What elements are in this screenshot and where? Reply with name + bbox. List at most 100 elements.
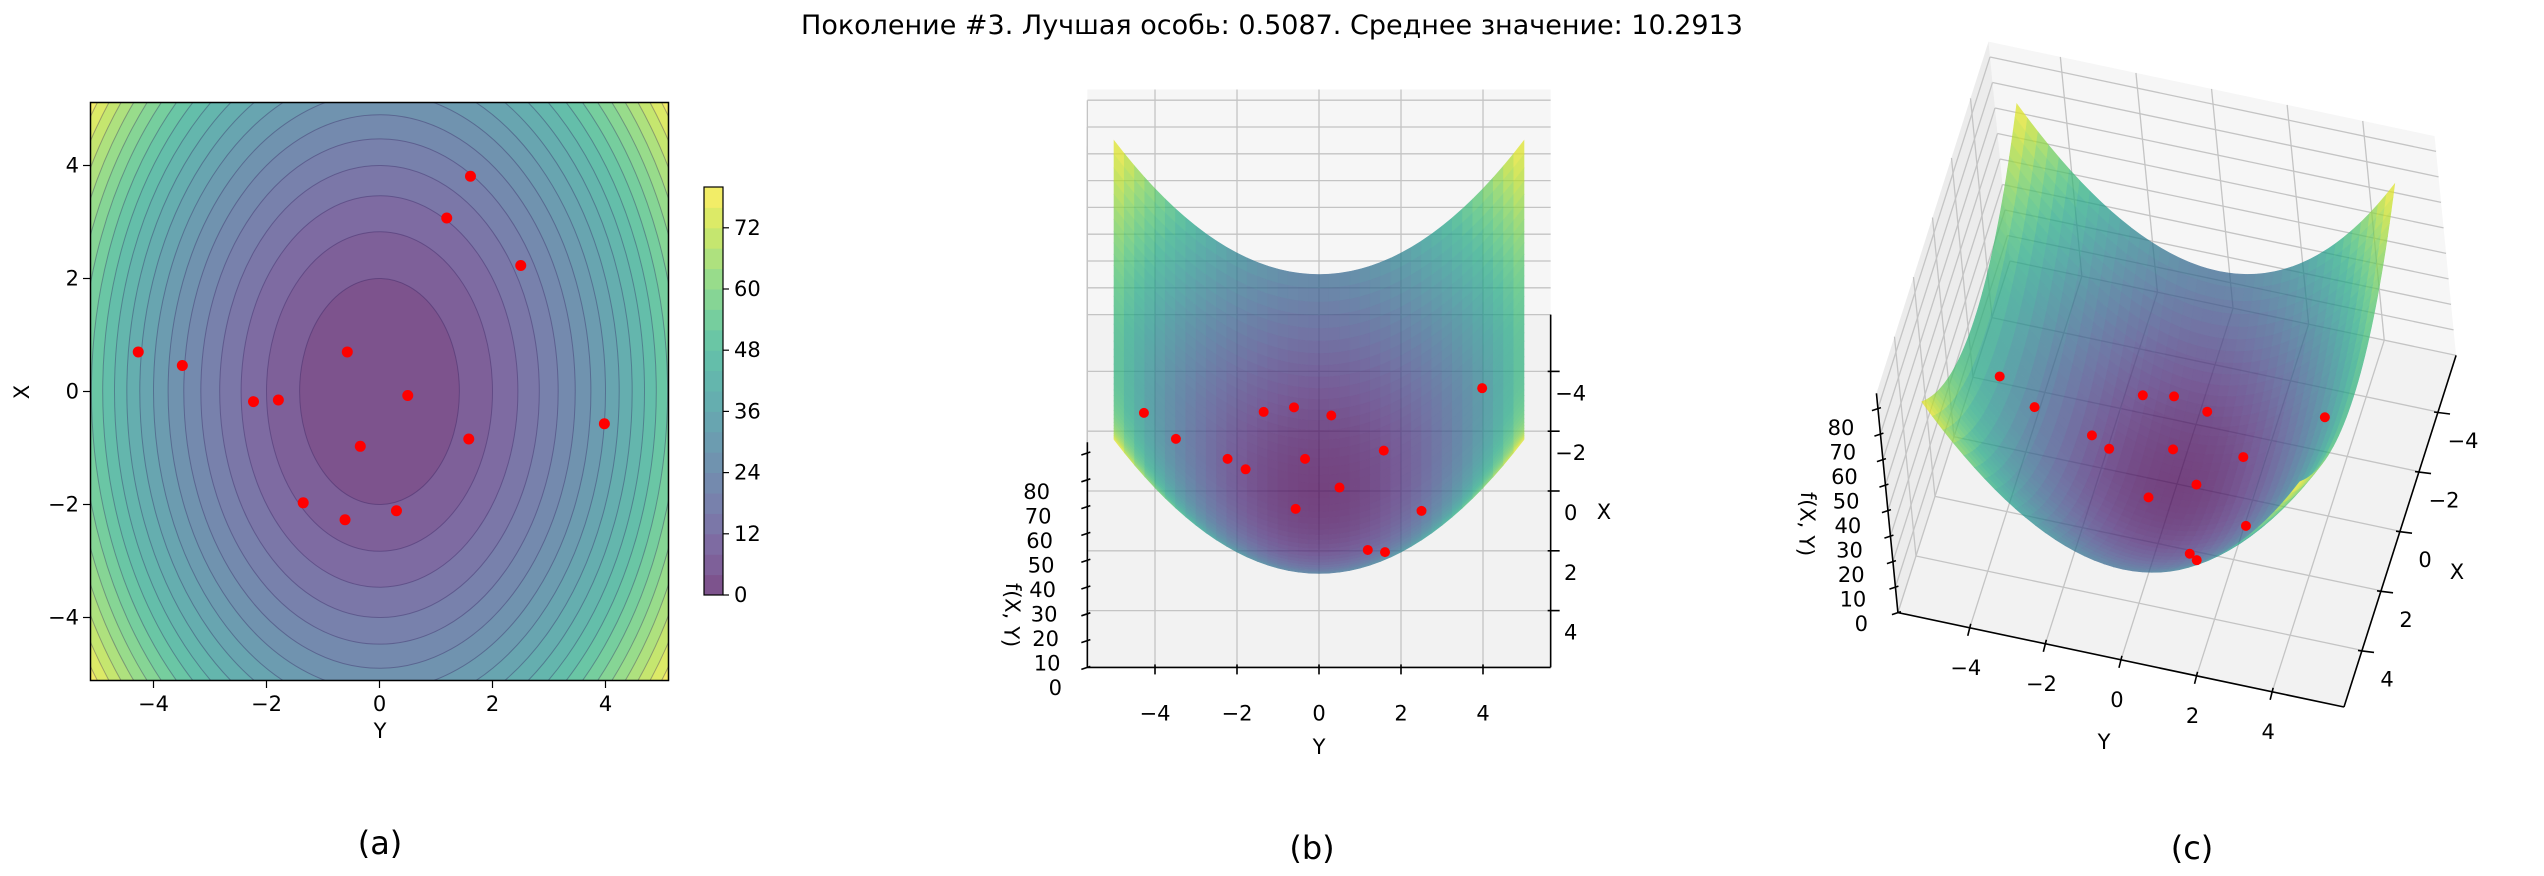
y-tick-label: 2 [66, 267, 79, 291]
surface-face [1339, 325, 1351, 341]
surface-face [1287, 385, 1299, 399]
surface-face [1328, 363, 1340, 378]
z-axis-title: f(X, Y) [1794, 491, 1820, 556]
surface-face [1328, 375, 1340, 389]
grid-line [2210, 88, 2234, 309]
surface-face [1328, 397, 1340, 411]
z-tick [1889, 585, 1899, 590]
surface-face [1298, 489, 1310, 499]
grid-line [1992, 81, 2439, 178]
x-tick-label: −2 [1555, 441, 1586, 465]
surface-face [1308, 376, 1320, 389]
surface-face [1308, 539, 1320, 546]
surface-face [1349, 309, 1361, 326]
colorbar-tick-label: 48 [734, 338, 761, 362]
surface-face [1339, 417, 1351, 430]
surface-face [1318, 327, 1330, 342]
surface-face [1328, 496, 1340, 506]
population-point [515, 260, 527, 272]
surface-face [1318, 429, 1330, 441]
x-tick-label: 4 [2380, 667, 2393, 691]
population-point [2191, 479, 2202, 490]
surface-face [1318, 482, 1330, 492]
y-tick [2269, 687, 2274, 701]
x-axis-label: Y [373, 719, 387, 743]
z-tick-label: 30 [1836, 539, 1863, 563]
surface-face [1308, 419, 1320, 431]
surface-face [1298, 339, 1310, 354]
colorbar-frame [703, 186, 724, 596]
population-point [1362, 544, 1373, 555]
colorbar-band [704, 472, 723, 494]
population-point [2319, 412, 2330, 423]
x-axis-title: X [1597, 500, 1611, 524]
z-axis-line [1875, 393, 1899, 613]
x-tick-label: 0 [373, 692, 386, 716]
colorbar-band [704, 431, 723, 453]
z-tick-label: 0 [1855, 612, 1868, 636]
population-point [1326, 410, 1337, 421]
x-tick-label: 4 [1564, 621, 1577, 645]
surface-face [1287, 337, 1299, 353]
surface-face [1318, 301, 1330, 316]
surface-face [1328, 418, 1340, 431]
population-point [2202, 406, 2213, 417]
surface-face [1298, 481, 1310, 491]
y-tick-label: −4 [1140, 701, 1171, 725]
surface-face [1318, 387, 1330, 400]
surface-face [1318, 523, 1330, 531]
surface-face [1308, 327, 1320, 342]
population-point [463, 433, 475, 445]
surface-face [1308, 504, 1320, 513]
surface-face [1318, 466, 1330, 476]
population-point [1222, 453, 1233, 464]
surface-face [1308, 448, 1320, 459]
z-tick [1871, 406, 1882, 412]
surface-face [1318, 497, 1330, 506]
surface-face [1318, 529, 1330, 536]
surface-face [1308, 301, 1320, 316]
grid-line [1884, 133, 1999, 486]
surface-face [1339, 396, 1351, 410]
y-tick-label: 0 [2110, 688, 2123, 712]
z-tick [1081, 504, 1091, 510]
y-tick-label: 2 [1394, 701, 1407, 725]
surface-face [1318, 287, 1330, 303]
z-axis-title: f(X, Y) [999, 582, 1025, 647]
surface-face [1308, 529, 1320, 536]
population-point [1477, 383, 1488, 394]
contour-line [90, 102, 669, 681]
surface-face [1328, 465, 1340, 476]
surface-face [1513, 437, 1525, 454]
contour-line [126, 102, 633, 681]
surface-face [1298, 375, 1310, 389]
z-tick-label: 20 [1838, 563, 1865, 587]
colorbar-band [704, 268, 723, 290]
x-tick-label: 2 [486, 692, 499, 716]
z-tick [1081, 638, 1091, 644]
colorbar-band [704, 493, 723, 514]
population-point [441, 212, 453, 224]
z-tick [1081, 612, 1091, 617]
surface-face [1298, 496, 1310, 506]
population-point [297, 497, 309, 509]
colorbar-tick-label: 36 [734, 399, 761, 423]
population-point [1378, 445, 1389, 456]
y-tick [1966, 623, 1972, 637]
y-tick-label: 4 [2261, 720, 2274, 744]
colorbar-band [704, 248, 723, 270]
surface-face [1318, 314, 1330, 329]
surface-face [1318, 511, 1330, 519]
grid-line [1879, 82, 1994, 435]
surface-face [1298, 465, 1310, 476]
surface-face [1308, 552, 1320, 557]
population-point [2029, 402, 2040, 413]
population-point [2169, 391, 2180, 402]
surface-face [1298, 438, 1310, 450]
colorbar-tick-label: 72 [734, 216, 761, 240]
colorbar-band [704, 370, 723, 392]
surface-face [1298, 300, 1310, 316]
grid-line [1893, 336, 1917, 557]
colorbar-band [704, 574, 723, 596]
surface-face [1298, 272, 1310, 289]
